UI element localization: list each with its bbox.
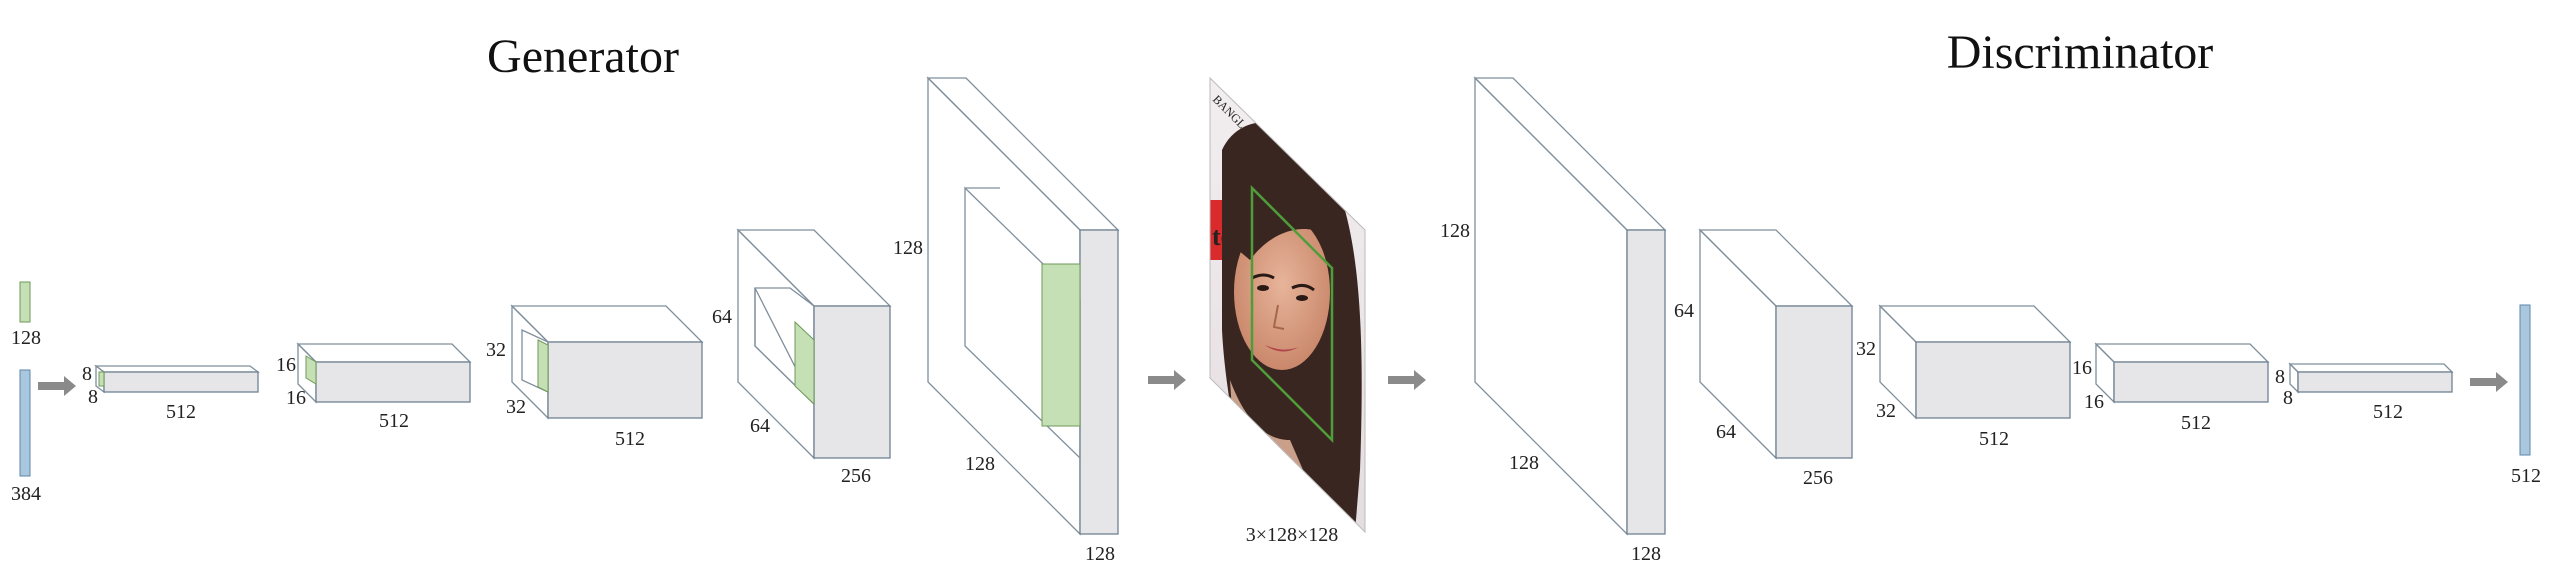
g4-depth-label: 64 <box>750 415 770 437</box>
g5-width-label: 128 <box>1085 543 1115 565</box>
discriminator-block-8 <box>2288 362 2454 394</box>
blue-vector-size-label: 384 <box>11 483 41 505</box>
d4-depth-label: 16 <box>2084 391 2104 413</box>
output-vector-size-label: 512 <box>2511 465 2541 487</box>
discriminator-title: Discriminator <box>1947 26 2214 79</box>
green-vector-size-label: 128 <box>11 327 41 349</box>
d2-side-label: 64 <box>1674 300 1694 322</box>
image-dimension-label: 3×128×128 <box>1246 524 1339 546</box>
d1-width-label: 128 <box>1631 543 1661 565</box>
g1-side-label: 8 <box>82 363 92 385</box>
image-frame <box>1209 76 1366 534</box>
generator-block-8 <box>94 364 260 394</box>
output-vector-blue <box>2519 304 2531 456</box>
generated-face-image: te BANGL <box>1210 78 1365 532</box>
g4-side-label: 64 <box>712 306 732 328</box>
g4-width-label: 256 <box>841 465 871 487</box>
g2-width-label: 512 <box>379 410 409 432</box>
d5-width-label: 512 <box>2373 401 2403 423</box>
face-detection-box <box>1250 184 1334 444</box>
g3-depth-label: 32 <box>506 396 526 418</box>
image-to-discriminator-arrow <box>1388 370 1426 390</box>
output-arrow <box>2470 372 2508 392</box>
g5-side-label: 128 <box>893 237 923 259</box>
noise-vector-green <box>19 281 31 323</box>
generator-block-64 <box>736 228 892 460</box>
g2-depth-label: 16 <box>286 387 306 409</box>
d4-width-label: 512 <box>2181 412 2211 434</box>
attribute-vector-blue <box>19 369 31 477</box>
g3-side-label: 32 <box>486 339 506 361</box>
d3-width-label: 512 <box>1979 428 2009 450</box>
generator-title: Generator <box>487 30 679 83</box>
discriminator-block-64 <box>1698 228 1854 460</box>
d2-width-label: 256 <box>1803 467 1833 489</box>
generator-block-32 <box>510 304 704 420</box>
d5-side-label: 8 <box>2275 366 2285 388</box>
generator-output-arrow <box>1148 370 1186 390</box>
d3-depth-label: 32 <box>1876 400 1896 422</box>
g1-depth-label: 8 <box>88 386 98 408</box>
input-arrow <box>38 376 76 396</box>
generator-block-16 <box>296 342 472 404</box>
g5-depth-label: 128 <box>965 453 995 475</box>
g3-width-label: 512 <box>615 428 645 450</box>
discriminator-block-16 <box>2094 342 2270 404</box>
d2-depth-label: 64 <box>1716 421 1736 443</box>
d1-depth-label: 128 <box>1509 452 1539 474</box>
d3-side-label: 32 <box>1856 338 1876 360</box>
g2-side-label: 16 <box>276 354 296 376</box>
g1-width-label: 512 <box>166 401 196 423</box>
d4-side-label: 16 <box>2072 357 2092 379</box>
d5-depth-label: 8 <box>2283 387 2293 409</box>
discriminator-block-32 <box>1878 304 2072 420</box>
discriminator-block-128 <box>1473 76 1667 536</box>
generator-block-128 <box>926 76 1120 536</box>
d1-side-label: 128 <box>1440 220 1470 242</box>
